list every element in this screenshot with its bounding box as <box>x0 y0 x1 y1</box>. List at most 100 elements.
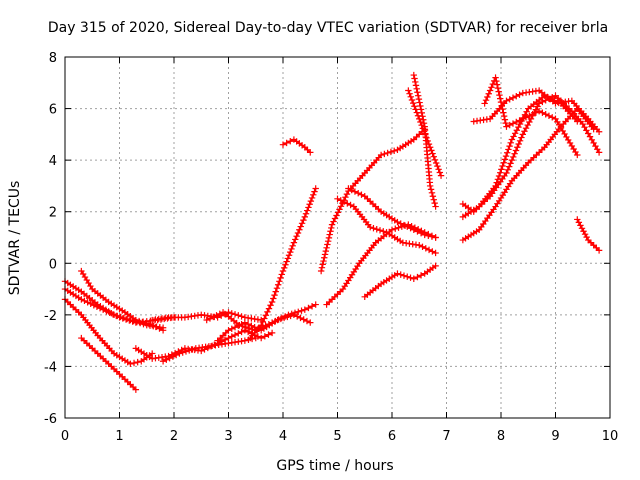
data-point <box>283 139 290 147</box>
data-point <box>501 156 509 163</box>
data-point <box>145 320 153 328</box>
data-point <box>431 156 439 164</box>
data-point <box>231 311 239 318</box>
data-point <box>186 347 193 354</box>
data-point <box>238 313 245 320</box>
data-point <box>302 210 310 217</box>
data-point <box>282 261 289 268</box>
x-tick-label: 5 <box>333 429 341 444</box>
y-tick-label: 0 <box>49 257 57 272</box>
data-point <box>409 99 417 107</box>
data-point <box>328 224 335 232</box>
data-point <box>539 98 546 106</box>
data-point <box>298 307 305 314</box>
data-point <box>210 313 217 321</box>
data-point <box>310 191 317 199</box>
series-arc-14 <box>334 195 439 257</box>
data-point <box>293 313 301 320</box>
data-point <box>394 218 401 226</box>
data-point <box>405 87 412 94</box>
x-tick-label: 7 <box>442 429 450 444</box>
data-point <box>308 303 316 310</box>
data-point <box>279 141 287 148</box>
data-point <box>522 114 530 121</box>
data-point <box>84 299 91 306</box>
data-point <box>244 320 252 328</box>
data-point <box>274 281 282 288</box>
data-point <box>179 349 186 356</box>
data-point <box>416 115 423 123</box>
data-point <box>277 274 284 282</box>
data-point <box>296 226 303 233</box>
data-point <box>301 213 308 221</box>
data-point <box>420 119 428 127</box>
data-point <box>81 297 88 305</box>
data-point <box>485 90 492 97</box>
data-point <box>412 78 419 86</box>
data-point <box>412 106 419 113</box>
data-point <box>416 99 423 106</box>
data-point <box>515 140 522 148</box>
data-point <box>507 139 514 147</box>
data-point <box>595 128 603 135</box>
data-point <box>283 258 290 265</box>
data-point <box>412 82 420 89</box>
data-point <box>325 234 333 242</box>
data-point <box>496 91 503 99</box>
data-point <box>342 193 349 201</box>
series-arc-17 <box>361 262 439 301</box>
y-tick-label: 4 <box>49 154 57 169</box>
data-point <box>595 149 603 156</box>
data-point <box>497 95 504 102</box>
data-point <box>139 318 146 326</box>
data-point <box>429 193 437 200</box>
data-point <box>132 386 140 393</box>
data-point <box>430 196 437 203</box>
data-point <box>307 149 314 156</box>
data-point <box>235 322 242 329</box>
x-tick-label: 8 <box>497 429 505 444</box>
data-point <box>213 312 220 319</box>
data-point <box>545 112 553 119</box>
data-point <box>287 138 294 145</box>
data-point <box>295 308 302 315</box>
data-point <box>96 305 104 312</box>
data-point <box>278 271 285 278</box>
data-point <box>506 142 513 150</box>
data-point <box>347 201 354 209</box>
data-point <box>436 169 444 176</box>
data-point <box>235 312 242 319</box>
data-point <box>502 119 509 127</box>
data-point <box>495 172 503 180</box>
data-point <box>244 328 252 336</box>
y-tick-label: 8 <box>49 51 57 66</box>
data-point <box>276 278 283 285</box>
data-point <box>336 206 343 213</box>
data-point <box>394 270 401 277</box>
data-point <box>370 225 377 232</box>
data-point <box>305 304 312 312</box>
data-point <box>500 109 507 116</box>
series-arc-3 <box>61 296 156 368</box>
data-point <box>381 150 388 158</box>
data-point <box>169 353 177 360</box>
data-point <box>116 314 123 321</box>
data-point <box>280 314 288 322</box>
data-point <box>333 212 340 219</box>
data-point <box>272 288 279 295</box>
data-point <box>225 327 232 334</box>
data-point <box>258 321 265 329</box>
data-point <box>312 301 319 308</box>
data-point <box>376 227 384 234</box>
data-point <box>189 346 196 353</box>
series-arc-11 <box>247 185 319 342</box>
data-point <box>176 350 183 357</box>
data-point <box>509 94 517 101</box>
data-point <box>259 318 266 326</box>
data-point <box>373 226 380 233</box>
data-point <box>321 254 328 261</box>
data-point <box>122 316 130 323</box>
data-point <box>380 228 387 235</box>
data-point <box>172 351 180 359</box>
data-point <box>324 241 331 248</box>
